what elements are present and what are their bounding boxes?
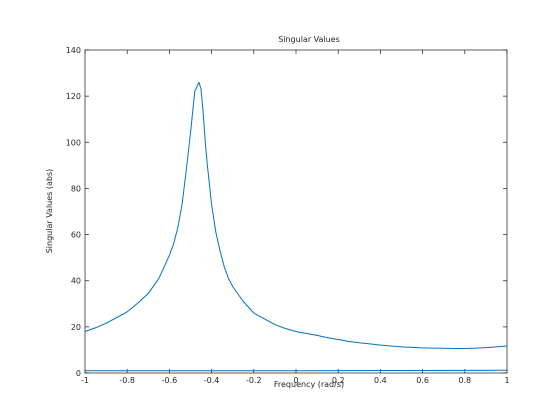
plot-area xyxy=(84,49,508,374)
x-tick-label: -0.8 xyxy=(119,376,135,385)
y-axis-label: Singular Values (abs) xyxy=(45,169,54,254)
plot-frame xyxy=(84,49,508,374)
y-tick-label: 40 xyxy=(71,277,81,286)
y-tick-label: 100 xyxy=(66,138,81,147)
y-tick-label: 0 xyxy=(76,369,81,378)
x-tick-label: 0.4 xyxy=(374,376,387,385)
y-tick-label: 20 xyxy=(71,323,81,332)
x-axis: -1 -0.8 -0.6 -0.4 -0.2 0 0.2 0.4 0.6 0.8 1 xyxy=(81,50,510,385)
y-tick-label: 60 xyxy=(71,231,81,240)
x-tick-label: 0.8 xyxy=(458,376,471,385)
chart-title: Singular Values xyxy=(278,35,340,44)
x-tick-label: -0.4 xyxy=(204,376,220,385)
y-tick-label: 140 xyxy=(66,46,81,55)
series-group xyxy=(84,81,508,372)
x-tick-label: 0.2 xyxy=(332,376,345,385)
x-tick-label: 0.6 xyxy=(416,376,429,385)
y-tick-label: 120 xyxy=(66,92,81,101)
x-tick-label: -0.2 xyxy=(246,376,262,385)
series-line-1 xyxy=(84,81,508,350)
y-axis: 0 20 40 60 80 100 120 140 xyxy=(66,46,507,378)
x-tick-label: 0 xyxy=(293,376,298,385)
x-axis-label: Frequency (rad/s) xyxy=(274,380,344,389)
x-tick-label: -1 xyxy=(81,376,89,385)
x-tick-label: -0.6 xyxy=(162,376,178,385)
x-tick-label: 1 xyxy=(504,376,509,385)
y-tick-label: 80 xyxy=(71,184,81,193)
